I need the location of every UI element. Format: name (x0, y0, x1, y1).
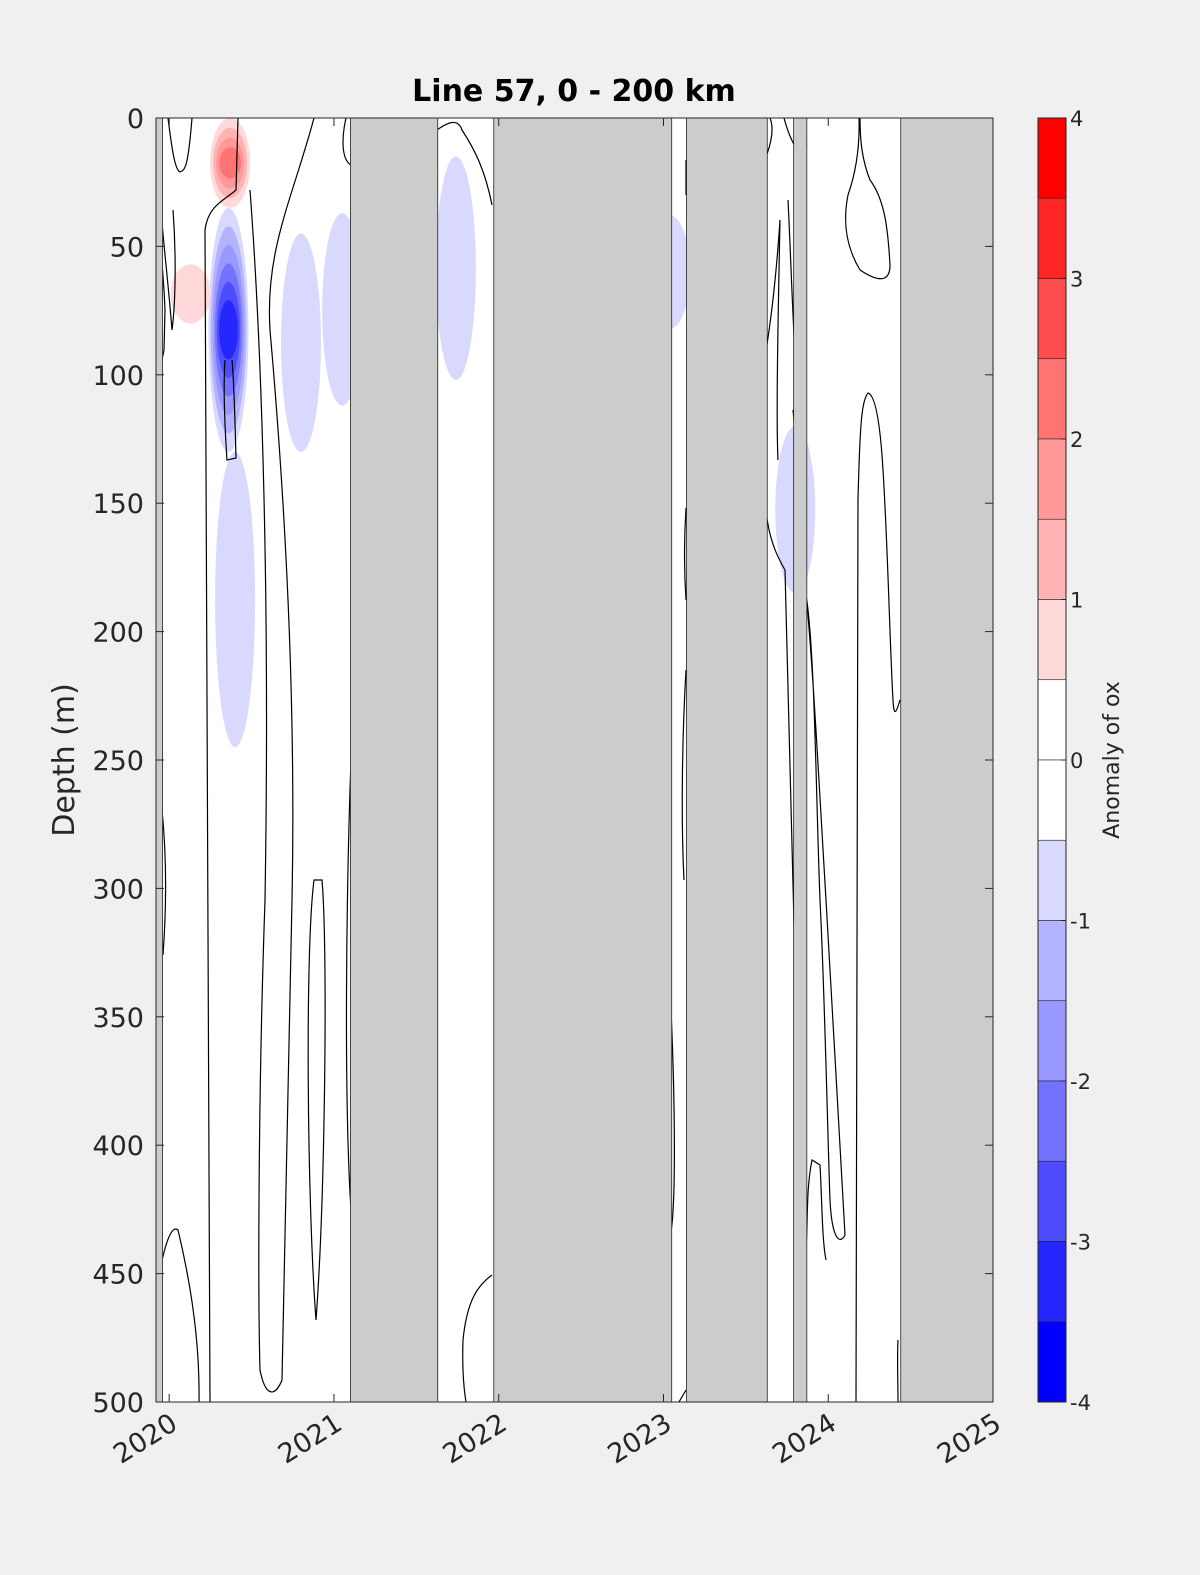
y-tick-label: 0 (127, 104, 144, 135)
colorbar-tick-label: -2 (1070, 1070, 1091, 1094)
anomaly-region (219, 300, 238, 360)
no-data-mask (686, 118, 768, 1402)
zero-contour-line (845, 118, 891, 280)
colorbar-tick-label: 2 (1070, 428, 1083, 452)
y-tick-label: 100 (92, 361, 144, 392)
zero-contour-line (805, 594, 846, 1240)
colorbar-band (1037, 117, 1067, 199)
anomaly-region (435, 156, 476, 380)
zero-contour-line (683, 507, 687, 601)
x-tick-label: 2025 (932, 1408, 1007, 1471)
no-data-mask (350, 118, 439, 1402)
colorbar-tick-label: -1 (1070, 910, 1091, 934)
colorbar-band (1037, 1241, 1067, 1323)
x-tick-label: 2022 (438, 1408, 513, 1471)
y-tick-label: 400 (92, 1131, 144, 1162)
y-axis-label: Depth (m) (47, 683, 82, 837)
no-data-mask (900, 118, 993, 1402)
anomaly-region (280, 233, 321, 452)
colorbar-tick-label: 1 (1070, 589, 1083, 613)
anomaly-region (215, 451, 256, 748)
colorbar: 4 3 2 1 0 -1 -2 -3 -4 (1037, 107, 1091, 1415)
colorbar-band (1037, 839, 1067, 921)
y-tick-label: 450 (92, 1260, 144, 1291)
colorbar-band (1037, 358, 1067, 440)
colorbar-band (1037, 759, 1067, 841)
zero-contour-line (161, 261, 166, 361)
zero-contour-line (678, 1389, 687, 1402)
colorbar-band (1037, 679, 1067, 761)
zero-contour-line (223, 359, 237, 461)
y-tick-label: 200 (92, 618, 144, 649)
no-data-mask-layer (156, 118, 993, 1402)
colorbar-tick-label: 4 (1070, 107, 1083, 131)
zero-contour-line (307, 879, 326, 1321)
y-tick-label: 350 (92, 1003, 144, 1034)
zero-contour-line (462, 1274, 493, 1402)
y-tick-label: 50 (110, 232, 144, 263)
colorbar-band (1037, 1080, 1067, 1162)
zero-contour-line (249, 118, 315, 1393)
x-tick-label: 2021 (273, 1408, 348, 1471)
anomaly-region (219, 147, 242, 179)
colorbar-band (1037, 438, 1067, 520)
zero-contour-line (160, 209, 176, 331)
zero-contour-line (345, 759, 352, 1211)
zero-contour-line (436, 121, 493, 206)
colorbar-tick-label: -3 (1070, 1231, 1091, 1255)
chart-title: Line 57, 0 - 200 km (412, 74, 736, 109)
colorbar-tick-label: 3 (1070, 268, 1083, 292)
colorbar-band (1037, 1321, 1067, 1403)
colorbar-band (1037, 278, 1067, 360)
colorbar-band (1037, 599, 1067, 681)
zero-contour-line (681, 669, 687, 881)
colorbar-band (1037, 1160, 1067, 1242)
x-tick-label: 2024 (767, 1408, 842, 1471)
colorbar-band (1037, 920, 1067, 1002)
colorbar-label: Anomaly of ox (1100, 681, 1125, 839)
zero-contour-line (159, 1228, 200, 1402)
no-data-mask (493, 118, 673, 1402)
colorbar-band (1037, 197, 1067, 279)
zero-contour-line (342, 118, 352, 166)
zero-contour-line (670, 1009, 675, 1233)
y-axis: 0 50 100 150 200 250 300 350 400 450 500 (92, 104, 993, 1419)
colorbar-tick-label: -4 (1070, 1391, 1091, 1415)
y-tick-label: 300 (92, 874, 144, 905)
zero-contour-line (762, 219, 781, 461)
y-tick-label: 150 (92, 489, 144, 520)
y-tick-label: 250 (92, 746, 144, 777)
x-tick-label: 2023 (602, 1408, 677, 1471)
anomaly-region (170, 264, 211, 324)
colorbar-band (1037, 1000, 1067, 1082)
zero-contour-line (161, 809, 167, 956)
zero-contour-line (167, 118, 193, 173)
y-tick-label: 500 (92, 1388, 144, 1419)
colorbar-band (1037, 518, 1067, 600)
no-data-mask (793, 118, 808, 1402)
colorbar-tick-label: 0 (1070, 749, 1083, 773)
